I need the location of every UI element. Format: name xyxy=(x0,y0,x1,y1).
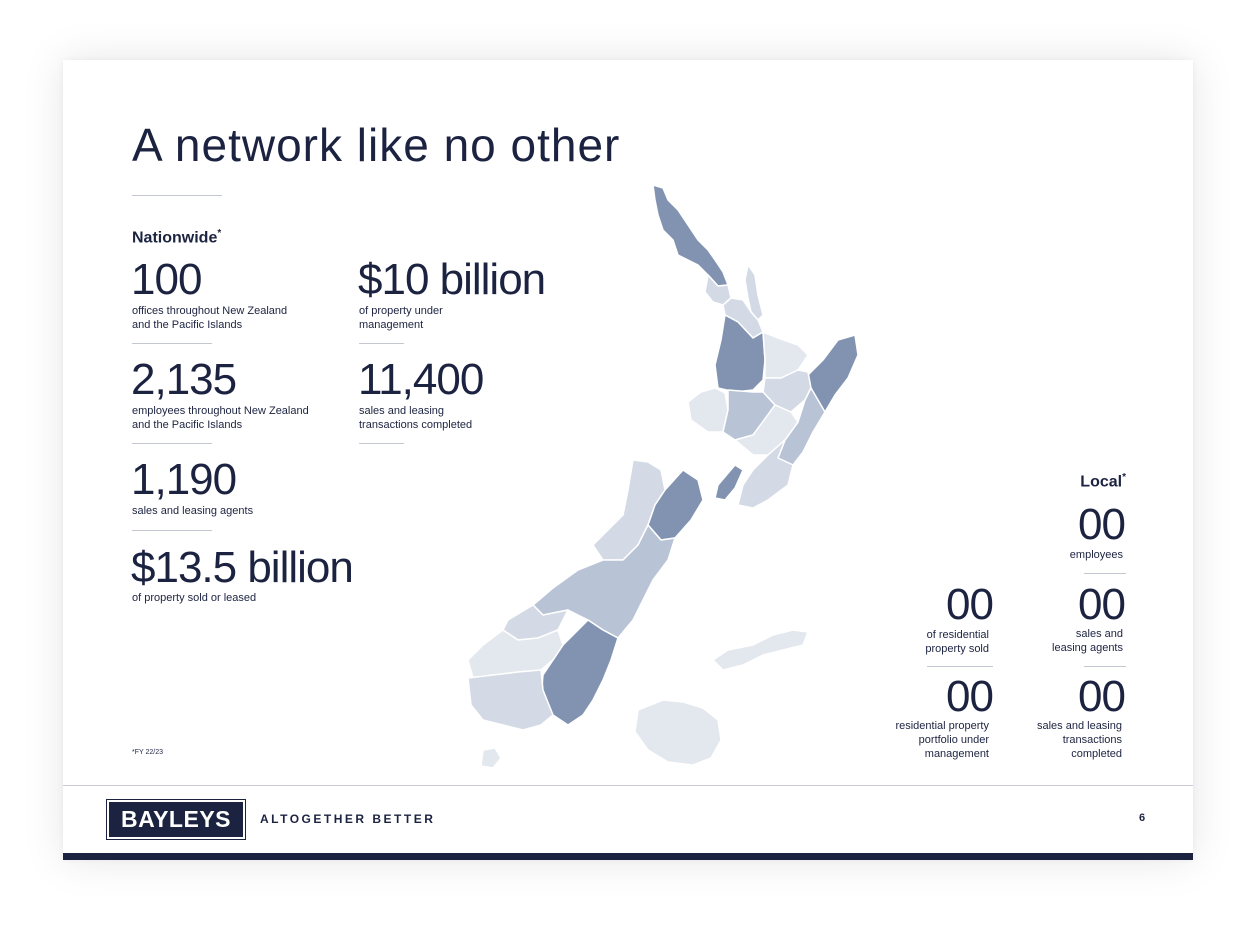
local-portfolio-desc: residential property portfolio under man… xyxy=(895,720,989,760)
stat-offices-value: 100 xyxy=(131,255,202,304)
stat-agents-desc: sales and leasing agents xyxy=(132,505,254,517)
local-divider xyxy=(927,666,993,667)
local-portfolio-value: 00 xyxy=(946,672,994,721)
page-number: 6 xyxy=(1139,812,1146,824)
map-region-chatham-islands xyxy=(712,629,809,671)
local-divider xyxy=(1084,573,1126,574)
stat-transactions-value: 11,400 xyxy=(358,355,484,404)
new-zealand-map xyxy=(467,184,859,769)
title-underline xyxy=(132,195,222,196)
local-residential-value: 00 xyxy=(946,580,994,629)
stat-managed-desc: of property under management xyxy=(359,305,443,331)
bayleys-logo: BAYLEYS xyxy=(106,799,246,840)
local-divider xyxy=(1084,666,1126,667)
footer-tagline: ALTOGETHER BETTER xyxy=(260,812,436,826)
map-region-northland xyxy=(652,184,729,287)
stat-divider xyxy=(132,443,212,444)
slide-page: A network like no other Nationwide* 100 … xyxy=(63,60,1193,860)
local-heading: Local* xyxy=(1080,472,1126,491)
map-region-waikato xyxy=(714,314,766,393)
stat-employees-desc: employees throughout New Zealand and the… xyxy=(132,405,309,431)
stat-employees-value: 2,135 xyxy=(131,355,237,404)
stat-transactions-desc: sales and leasing transactions completed xyxy=(359,405,473,431)
stat-divider xyxy=(132,343,212,344)
stat-sold-value: $13.5 billion xyxy=(131,543,354,592)
local-employees-value: 00 xyxy=(1078,500,1126,549)
local-residential-desc: of residential property sold xyxy=(925,629,989,655)
local-agents-desc: sales and leasing agents xyxy=(1052,628,1123,654)
local-employees-desc: employees xyxy=(1069,549,1123,561)
map-region-wellington xyxy=(714,464,744,501)
stat-sold-desc: of property sold or leased xyxy=(132,592,257,604)
map-region-stewart xyxy=(480,747,502,769)
local-transactions-desc: sales and leasing transactions completed xyxy=(1036,720,1122,760)
local-agents-value: 00 xyxy=(1078,580,1126,629)
map-region-taranaki xyxy=(687,387,729,433)
stat-divider xyxy=(359,443,404,444)
stat-divider xyxy=(132,530,212,531)
footer-divider xyxy=(63,785,1193,786)
map-region-southland xyxy=(467,669,554,731)
footnote: *FY 22/23 xyxy=(132,749,164,756)
map-region-wairarapa xyxy=(737,439,794,509)
footer-bar xyxy=(63,853,1193,860)
local-transactions-value: 00 xyxy=(1078,672,1126,721)
stat-managed-value: $10 billion xyxy=(358,255,546,304)
stat-divider xyxy=(359,343,404,344)
map-region-pacific-island xyxy=(634,699,722,766)
page-title: A network like no other xyxy=(132,119,621,171)
nationwide-heading: Nationwide* xyxy=(132,228,222,247)
stat-agents-value: 1,190 xyxy=(131,455,237,504)
stat-offices-desc: offices throughout New Zealand and the P… xyxy=(132,305,288,331)
